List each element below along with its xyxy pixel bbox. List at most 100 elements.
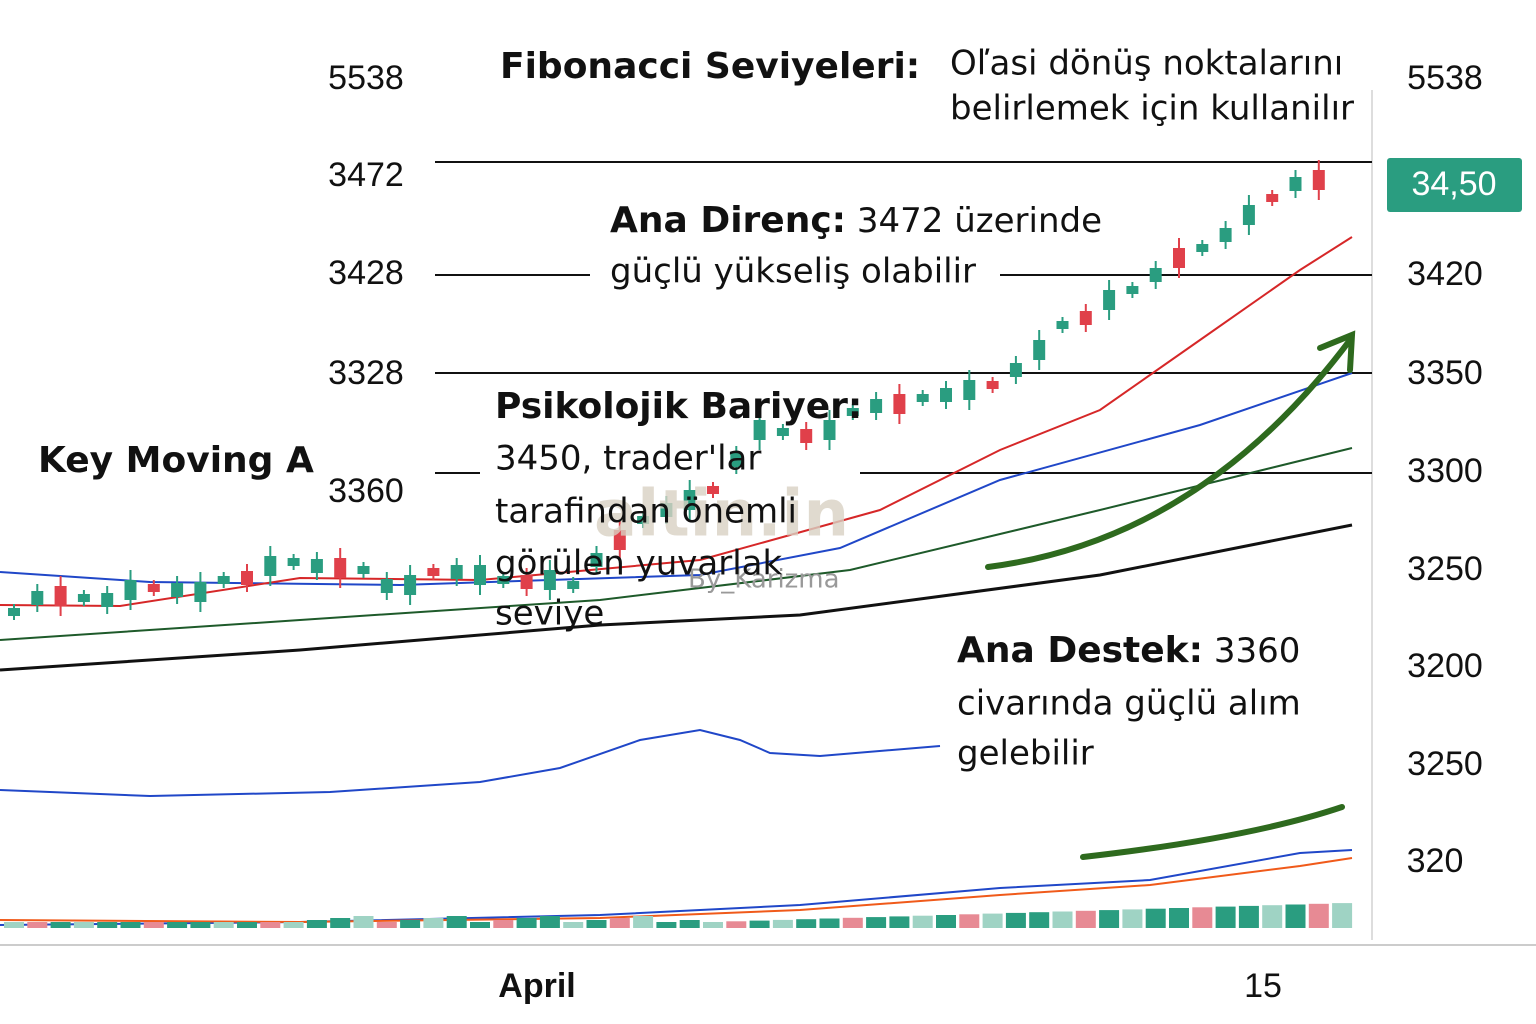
left-tick: 3360 [328, 472, 404, 510]
volume-bar [1285, 904, 1306, 928]
candle-body [543, 570, 556, 590]
volume-bar [213, 922, 234, 928]
annotation-text: 3472 üzerinde [846, 201, 1102, 241]
candle-body [217, 576, 230, 584]
candle-body [520, 575, 533, 589]
annotation-label: Ana Destek: [957, 630, 1203, 671]
candle-body [310, 559, 323, 573]
x-tick: April [498, 967, 575, 1005]
candle-body [986, 381, 999, 389]
candle-body [870, 399, 883, 413]
candle-body [846, 408, 859, 416]
volume-bar [1192, 907, 1213, 928]
candle-body [474, 565, 486, 585]
arrow [985, 337, 1353, 570]
volume-bar [1029, 912, 1050, 928]
candle-body [567, 581, 580, 589]
candle-body [450, 565, 463, 579]
left-tick: 3472 [328, 156, 404, 194]
candle-body [1056, 321, 1069, 329]
candle-body [590, 553, 603, 567]
volume-bar [120, 922, 141, 928]
right-tick: 3250 [1407, 550, 1483, 588]
right-tick: 3200 [1407, 647, 1483, 685]
price-badge-text: 34,50 [1411, 165, 1496, 203]
candle-body [800, 429, 813, 443]
volume-bar [50, 922, 71, 928]
annotation-label: Key Moving A [38, 440, 314, 481]
candle-body [171, 583, 184, 597]
arrow [1080, 804, 1345, 860]
candle-body [427, 568, 440, 576]
volume-bar [1308, 903, 1329, 928]
volume-bar [330, 918, 351, 928]
volume-bar [959, 914, 980, 928]
candle-body [264, 556, 277, 576]
candle-body [1009, 363, 1022, 377]
volume-bar [889, 916, 910, 928]
candle-body [660, 503, 673, 517]
left-tick: 3428 [328, 254, 404, 292]
volume-bar [1052, 911, 1073, 928]
candle-body [637, 516, 650, 524]
volume-bar [1145, 908, 1166, 928]
volume-bar [27, 922, 48, 928]
volume-bar [1215, 906, 1236, 928]
ma-red [0, 236, 1353, 608]
volume-bar [633, 916, 654, 928]
candle-body [707, 486, 719, 494]
candle-body [287, 558, 300, 566]
volume-bar [1238, 905, 1259, 928]
candle-body [1126, 286, 1139, 294]
volume-bar [516, 918, 537, 928]
candle-body [357, 566, 370, 574]
volume-bar [97, 922, 118, 928]
volume-bar [726, 921, 747, 928]
candle-body [101, 593, 114, 607]
volume-bar [400, 920, 421, 928]
annotation-text: 3450, trader'lar [495, 439, 761, 479]
volume-bar [1005, 912, 1026, 928]
right-tick: 3250 [1407, 745, 1483, 783]
candle-body [1312, 170, 1325, 190]
left-tick: 5538 [328, 59, 404, 97]
volume-bar [260, 922, 281, 928]
candle-body [963, 380, 976, 400]
left-tick: 3328 [328, 354, 404, 392]
volume-bar [912, 915, 933, 928]
volume-bar [679, 920, 700, 928]
annotation: Ana Direnç: 3472 üzerinde [610, 200, 1102, 241]
volume-bar [4, 922, 24, 928]
candle-body [8, 608, 20, 616]
right-tick: 320 [1407, 842, 1464, 880]
volume-bar [376, 922, 397, 928]
volume-bar [772, 919, 793, 928]
volume-bar [1075, 910, 1096, 928]
annotation-label: Psikolojik Bariyer: [495, 386, 862, 427]
volume-bar [1332, 903, 1353, 928]
candle-body [916, 394, 929, 402]
candle-body [334, 558, 347, 578]
subtitle: Oľasi dönüş noktalarını [950, 44, 1343, 84]
volume-bar [446, 916, 467, 928]
volume-bar [539, 916, 560, 928]
candle-body [1033, 340, 1046, 360]
volume-bar [866, 917, 887, 928]
volume-bar [283, 922, 304, 928]
candle-body [893, 394, 906, 414]
volume-bar [353, 916, 374, 928]
candle-body [77, 594, 90, 602]
annotation-text: tarafindan önemli [495, 492, 797, 532]
volume-bar [703, 922, 723, 928]
indicator-blue [0, 728, 941, 798]
volume-bar [493, 920, 514, 928]
candle-body [613, 530, 626, 550]
candle-body [730, 453, 743, 467]
candle-body [404, 575, 417, 595]
volume-bar [982, 913, 1003, 928]
volume-bar [656, 922, 677, 928]
candle-body [683, 490, 696, 510]
candle-body [147, 584, 160, 592]
candle-body [380, 579, 393, 593]
candle-body [1242, 205, 1255, 225]
